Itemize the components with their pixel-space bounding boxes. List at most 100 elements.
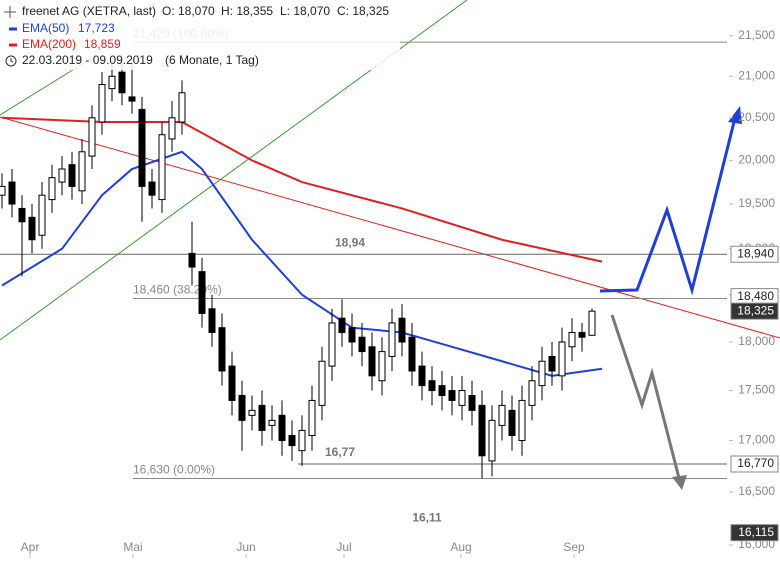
date-range: 22.03.2019 - 09.09.2019: [22, 53, 153, 67]
y-tick-label: 17,500: [738, 383, 775, 397]
ohlc-high: H: 18,355: [221, 4, 273, 18]
candle-body: [8, 181, 16, 205]
candle-body: [208, 308, 216, 333]
candle-body: [388, 322, 396, 357]
candle-body: [478, 404, 486, 457]
ohlc-close: C: 18,325: [337, 4, 389, 18]
candle-body: [548, 355, 556, 372]
x-tick-label: Aug: [450, 540, 471, 554]
candle-body: [128, 96, 136, 102]
arrow-head: [728, 106, 742, 124]
candle-body: [178, 92, 186, 123]
clock-icon: [10, 58, 14, 63]
y-tick-label: 21,000: [738, 68, 775, 82]
candle-body: [368, 346, 376, 377]
y-tick-label: 19,500: [738, 196, 775, 210]
fib-label: 16,630 (0.00%): [133, 463, 215, 477]
price-box-label: 16,770: [737, 456, 774, 470]
candle-body: [328, 322, 336, 367]
price-box-label: 18,480: [737, 289, 774, 303]
price-box-label: 18,940: [737, 246, 774, 260]
candle-body: [508, 409, 516, 436]
ohlc-open: O: 18,070: [162, 4, 215, 18]
candle-body: [468, 394, 476, 411]
projections: [599, 106, 742, 490]
legend-value: 17,723: [78, 21, 115, 35]
candle-body: [288, 434, 296, 447]
title: freenet AG (XETRA, last): [22, 4, 156, 18]
candle-body: [278, 414, 286, 442]
candle-body: [458, 390, 466, 406]
blue-projection: [599, 113, 738, 296]
candle-body: [378, 351, 386, 382]
candle-body: [68, 164, 76, 187]
clock-icon: [5, 55, 17, 67]
arrow-head: [672, 475, 687, 490]
candle-body: [308, 399, 316, 436]
candle-body: [568, 331, 576, 348]
header-bg: [0, 0, 400, 70]
y-tick-label: 21,500: [738, 28, 775, 42]
candle-body: [238, 394, 246, 421]
axes: 21,50021,00020,50020,00019,50019,00018,5…: [21, 28, 779, 558]
candle-body: [268, 419, 276, 426]
candle-body: [0, 185, 6, 196]
price-box: [730, 455, 779, 473]
level-label: 16,77: [325, 445, 355, 459]
candle-body: [338, 317, 346, 333]
candle-body: [18, 207, 26, 223]
y-tick-label: 17,000: [738, 433, 775, 447]
y-tick-label: 20,000: [738, 153, 775, 167]
price-box-label: 16,115: [738, 525, 774, 539]
x-tick-label: Jun: [236, 540, 255, 554]
candle-body: [518, 399, 526, 442]
levels: 21,420 (100.00%)18,460 (38.20%)16,630 (0…: [0, 26, 727, 524]
candle-body: [28, 216, 36, 241]
candle-body: [538, 360, 546, 387]
y-tick-label: 18,000: [738, 334, 775, 348]
fib-label: 18,460 (38.20%): [133, 283, 222, 297]
candle-body: [418, 365, 426, 387]
candle-body: [158, 134, 166, 201]
candle-body: [118, 71, 126, 94]
candle-body: [88, 117, 96, 157]
x-tick-label: Apr: [21, 540, 40, 554]
price-box: [730, 302, 779, 320]
ohlc-low: L: 18,070: [280, 4, 330, 18]
candle-body: [578, 331, 586, 338]
price-box: [730, 245, 779, 263]
y-tick-label: 16,500: [738, 484, 775, 498]
ema-line: [1, 116, 603, 263]
price-box: [730, 524, 779, 542]
candle-body: [48, 177, 56, 201]
legend-label: EMA(50): [22, 21, 69, 35]
level-label: 18,94: [335, 235, 365, 249]
candle-body: [358, 336, 366, 353]
candle-body: [258, 404, 266, 431]
candle-body: [408, 336, 416, 372]
annotation: 16,11: [412, 510, 442, 524]
price-box-label: 18,325: [737, 303, 774, 317]
ema-line: [1, 150, 603, 377]
candle-body: [148, 181, 156, 196]
candle-body: [58, 168, 66, 183]
x-tick-label: Mai: [123, 540, 142, 554]
candle-body: [528, 380, 536, 406]
candle-body: [168, 117, 176, 140]
red-trend-line: [0, 116, 780, 339]
header: freenet AG (XETRA, last) O: 18,070 H: 18…: [0, 0, 400, 70]
candle-body: [108, 75, 116, 90]
legend-label: EMA(200): [22, 37, 76, 51]
gray-projection: [610, 314, 682, 483]
legend-value: 18,859: [84, 37, 121, 51]
candle-body: [318, 360, 326, 406]
candle-body: [438, 385, 446, 396]
x-tick-label: Sep: [563, 540, 585, 554]
y-tick-label: 20,500: [738, 110, 775, 124]
candle-body: [248, 409, 256, 416]
candle-body: [498, 404, 506, 426]
plot: [0, 59, 603, 479]
candle-body: [488, 419, 496, 462]
